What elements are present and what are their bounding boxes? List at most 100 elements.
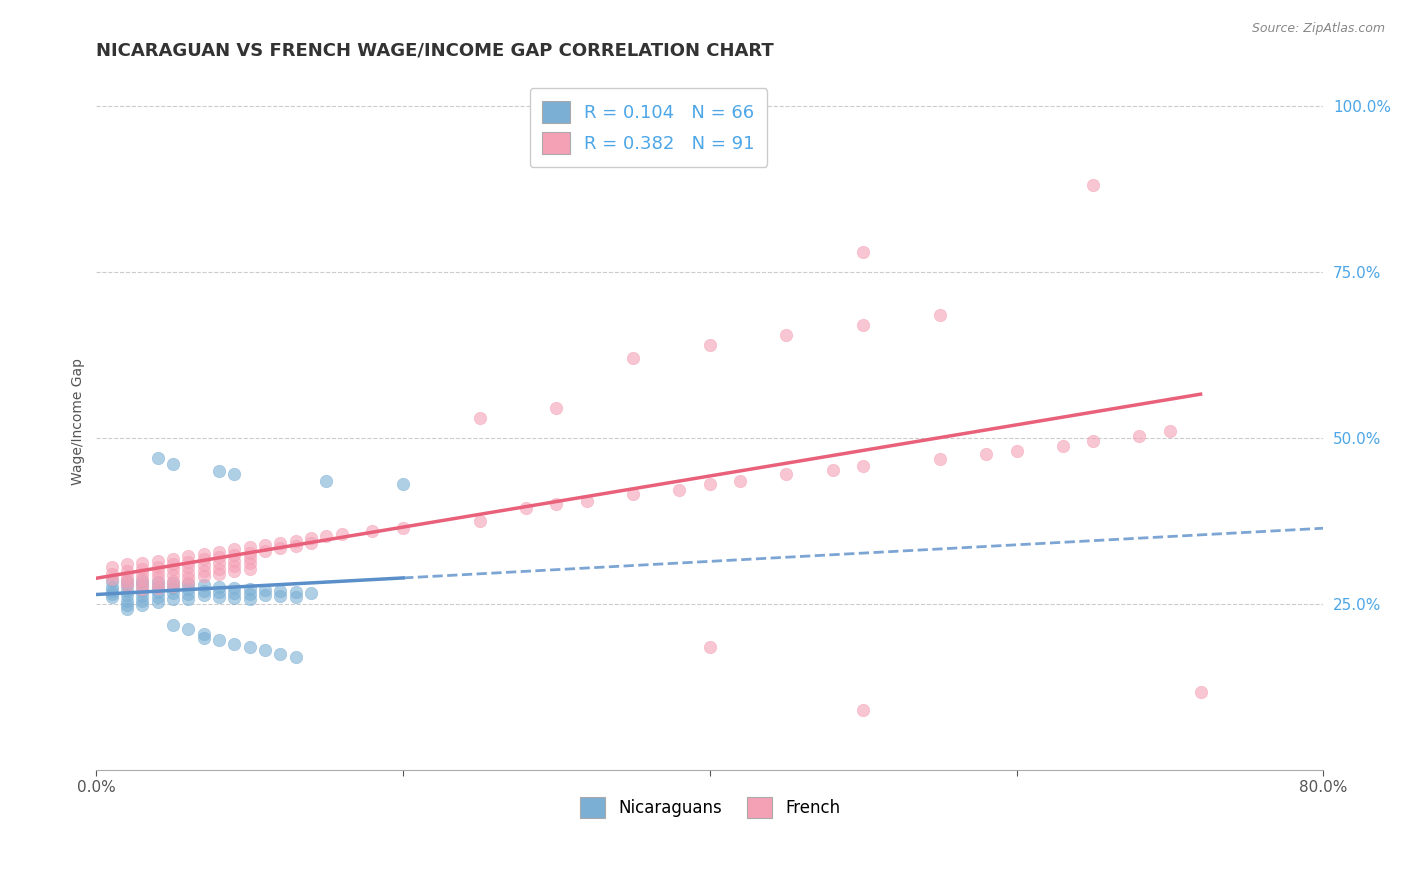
Point xyxy=(974,447,997,461)
Point xyxy=(730,474,752,488)
Point xyxy=(162,586,184,600)
Point xyxy=(146,554,169,568)
Point xyxy=(224,467,246,482)
Point xyxy=(515,500,537,515)
Point xyxy=(115,574,138,588)
Point xyxy=(146,595,169,609)
Point xyxy=(254,643,277,657)
Point xyxy=(115,602,138,616)
Point xyxy=(131,582,153,597)
Point xyxy=(1083,178,1105,193)
Point xyxy=(269,589,291,603)
Point xyxy=(299,536,322,550)
Point xyxy=(284,533,307,548)
Point xyxy=(269,583,291,598)
Point xyxy=(146,575,169,590)
Point xyxy=(699,640,721,654)
Point xyxy=(315,474,337,488)
Point xyxy=(468,514,491,528)
Point xyxy=(239,546,262,560)
Point xyxy=(699,338,721,352)
Point xyxy=(131,578,153,592)
Point xyxy=(224,554,246,568)
Point xyxy=(193,552,215,566)
Point xyxy=(239,587,262,601)
Point xyxy=(193,578,215,592)
Point xyxy=(146,565,169,579)
Point xyxy=(284,539,307,553)
Point xyxy=(224,565,246,579)
Point xyxy=(115,557,138,571)
Point xyxy=(115,583,138,598)
Point xyxy=(1189,684,1212,698)
Point xyxy=(177,592,200,607)
Point xyxy=(239,551,262,566)
Point xyxy=(193,547,215,561)
Point xyxy=(392,520,415,534)
Point xyxy=(254,582,277,597)
Point xyxy=(177,622,200,636)
Point xyxy=(131,572,153,586)
Point xyxy=(1052,439,1074,453)
Point xyxy=(131,567,153,582)
Point xyxy=(208,633,231,648)
Point xyxy=(208,567,231,582)
Legend: Nicaraguans, French: Nicaraguans, French xyxy=(572,791,846,824)
Point xyxy=(269,536,291,550)
Point xyxy=(162,579,184,593)
Point xyxy=(1159,424,1181,438)
Point xyxy=(177,560,200,574)
Point xyxy=(852,458,875,473)
Point xyxy=(146,591,169,605)
Point xyxy=(821,463,844,477)
Point xyxy=(177,577,200,591)
Point xyxy=(621,351,644,365)
Point xyxy=(177,576,200,591)
Point xyxy=(208,585,231,599)
Point xyxy=(146,570,169,584)
Point xyxy=(177,566,200,580)
Point xyxy=(239,541,262,555)
Point xyxy=(392,477,415,491)
Point xyxy=(146,580,169,594)
Point xyxy=(468,410,491,425)
Point xyxy=(162,458,184,472)
Point xyxy=(775,467,797,482)
Point xyxy=(208,580,231,594)
Point xyxy=(131,593,153,607)
Point xyxy=(162,618,184,632)
Point xyxy=(193,558,215,573)
Point xyxy=(131,589,153,603)
Point xyxy=(576,494,599,508)
Point xyxy=(928,452,950,467)
Point xyxy=(928,308,950,322)
Point xyxy=(162,551,184,566)
Point xyxy=(208,545,231,559)
Point xyxy=(269,541,291,555)
Point xyxy=(100,591,122,605)
Point xyxy=(115,599,138,613)
Point xyxy=(224,542,246,557)
Point xyxy=(254,538,277,552)
Point xyxy=(115,593,138,607)
Point xyxy=(208,464,231,478)
Point xyxy=(115,578,138,592)
Point xyxy=(162,591,184,606)
Point xyxy=(100,572,122,586)
Point xyxy=(162,557,184,571)
Point xyxy=(146,585,169,599)
Point xyxy=(131,562,153,576)
Point xyxy=(162,575,184,590)
Point xyxy=(284,650,307,665)
Text: Source: ZipAtlas.com: Source: ZipAtlas.com xyxy=(1251,22,1385,36)
Point xyxy=(208,556,231,570)
Point xyxy=(146,574,169,589)
Point xyxy=(239,562,262,576)
Point xyxy=(146,450,169,465)
Point xyxy=(1083,434,1105,449)
Point xyxy=(361,524,384,538)
Point xyxy=(224,591,246,605)
Point xyxy=(131,574,153,588)
Point xyxy=(131,556,153,570)
Point xyxy=(162,581,184,595)
